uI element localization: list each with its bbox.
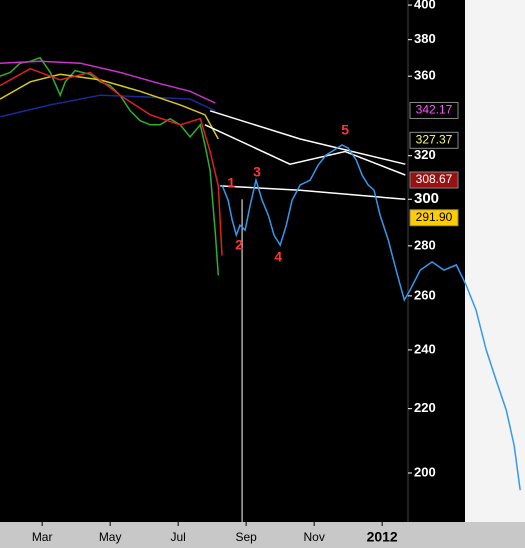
x-tick-label: Nov (303, 530, 324, 544)
wave-label: 4 (274, 249, 282, 265)
x-tick-label: Jul (170, 530, 185, 544)
y-tick-label: 240 (414, 341, 436, 356)
series-line (0, 60, 216, 104)
y-tick-label: 300 (414, 190, 439, 207)
series-line (209, 110, 406, 165)
wave-label: 2 (235, 237, 243, 253)
y-tick-label: 220 (414, 400, 436, 415)
series-line (0, 94, 216, 118)
wave-label: 1 (227, 174, 235, 190)
plot-background (0, 0, 465, 522)
price-label-box (409, 171, 459, 189)
wave-label: 5 (341, 122, 349, 138)
price-label-box (409, 209, 459, 227)
series-line (220, 185, 406, 201)
y-tick-label: 360 (414, 68, 436, 83)
series-line (0, 73, 219, 140)
series-line (204, 124, 406, 176)
y-tick-label: 260 (414, 287, 436, 302)
price-label-box (409, 101, 459, 119)
y-tick-label: 400 (414, 0, 436, 11)
x-tick-label: Sep (235, 530, 257, 544)
x-tick-label: Mar (32, 530, 53, 544)
series-line (221, 144, 521, 491)
y-tick-label: 200 (414, 464, 436, 479)
x-tick-label: May (99, 530, 122, 544)
wave-label: 3 (253, 163, 261, 179)
price-label: 342.17 (416, 103, 453, 117)
price-label: 327.37 (416, 132, 453, 146)
y-tick-label: 380 (414, 31, 436, 46)
x-axis-strip (0, 522, 525, 548)
right-panel (465, 0, 525, 522)
price-label-box (409, 131, 459, 149)
y-tick-label: 320 (414, 147, 436, 162)
price-label: 291.90 (416, 210, 453, 224)
y-tick-label: 280 (414, 237, 436, 252)
price-label: 308.67 (416, 172, 453, 186)
series-line (0, 67, 223, 256)
x-tick-label: 2012 (367, 529, 398, 545)
